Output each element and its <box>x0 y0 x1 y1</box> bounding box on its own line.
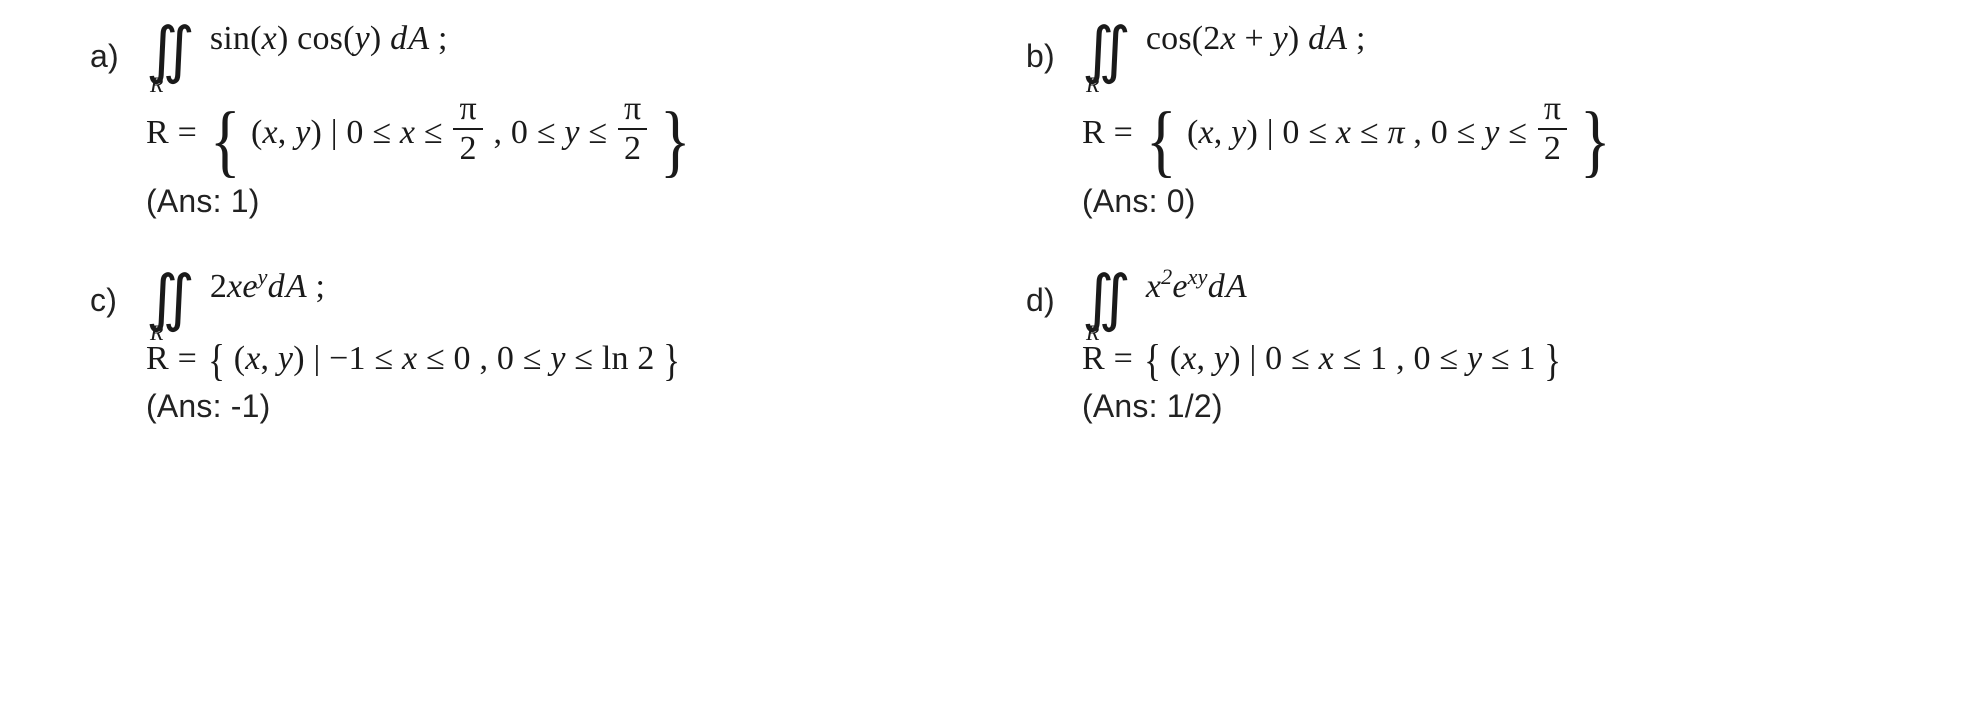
problem-c-answer: (Ans: -1) <box>90 388 966 425</box>
double-integral-icon: ∬ R <box>1082 20 1131 82</box>
problem-b: b) ∬ R cos(2x + y) dA ; R = { (x, y) | 0… <box>1026 20 1902 220</box>
problem-c-integrand: 2xeydA ; <box>210 268 325 305</box>
problem-d-integral: ∬ R x2exydA <box>1082 264 1247 330</box>
problem-b-integral-line: b) ∬ R cos(2x + y) dA ; <box>1026 20 1902 82</box>
problem-b-label: b) <box>1026 20 1072 75</box>
problem-grid: a) ∬ R sin(x) cos(y) dA ; R = { (x, y) |… <box>90 20 1902 425</box>
problem-c-region: R = { (x, y) | −1 ≤ x ≤ 0 , 0 ≤ y ≤ ln 2… <box>90 340 966 378</box>
problem-d-integrand: x2exydA <box>1146 268 1247 305</box>
problem-d-region: R = { (x, y) | 0 ≤ x ≤ 1 , 0 ≤ y ≤ 1 } <box>1026 340 1902 378</box>
problem-d-answer: (Ans: 1/2) <box>1026 388 1902 425</box>
problem-c-label: c) <box>90 264 136 319</box>
problem-d-integral-line: d) ∬ R x2exydA <box>1026 264 1902 330</box>
problem-d: d) ∬ R x2exydA R = { (x, y) | 0 ≤ x ≤ 1 … <box>1026 264 1902 425</box>
double-integral-icon: ∬ R <box>146 268 195 330</box>
problem-b-integral: ∬ R cos(2x + y) dA ; <box>1082 20 1366 82</box>
problem-b-answer: (Ans: 0) <box>1026 183 1902 220</box>
problem-d-label: d) <box>1026 264 1072 319</box>
problem-a-integral: ∬ R sin(x) cos(y) dA ; <box>146 20 448 82</box>
problem-c: c) ∬ R 2xeydA ; R = { (x, y) | −1 ≤ x ≤ … <box>90 264 966 425</box>
problem-a-label: a) <box>90 20 136 75</box>
double-integral-icon: ∬ R <box>1082 268 1131 330</box>
problem-a-integral-line: a) ∬ R sin(x) cos(y) dA ; <box>90 20 966 82</box>
problem-c-integral-line: c) ∬ R 2xeydA ; <box>90 264 966 330</box>
problem-c-integral: ∬ R 2xeydA ; <box>146 264 325 330</box>
problem-a-integrand: sin(x) cos(y) dA ; <box>210 20 448 57</box>
problem-b-region: R = { (x, y) | 0 ≤ x ≤ π , 0 ≤ y ≤ π2 } <box>1026 92 1902 173</box>
problem-a-answer: (Ans: 1) <box>90 183 966 220</box>
problem-a: a) ∬ R sin(x) cos(y) dA ; R = { (x, y) |… <box>90 20 966 220</box>
problem-a-region: R = { (x, y) | 0 ≤ x ≤ π2 , 0 ≤ y ≤ π2 } <box>90 92 966 173</box>
problem-b-integrand: cos(2x + y) dA ; <box>1146 20 1366 57</box>
double-integral-icon: ∬ R <box>146 20 195 82</box>
